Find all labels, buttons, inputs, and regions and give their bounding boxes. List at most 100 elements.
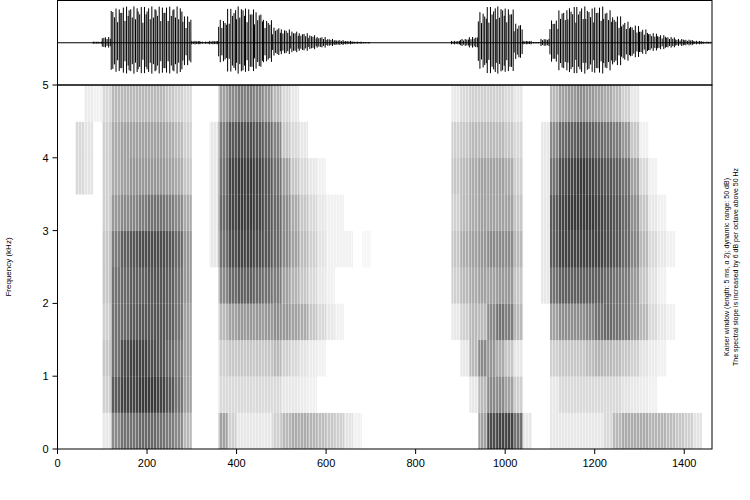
waveform-stroke bbox=[466, 40, 467, 46]
waveform-segment bbox=[138, 7, 146, 73]
waveform-stroke bbox=[562, 14, 563, 68]
waveform-stroke bbox=[304, 34, 305, 50]
waveform-stroke bbox=[347, 41, 348, 44]
waveform-stroke bbox=[241, 9, 242, 71]
y-axis-label: Frequency (kHz) bbox=[4, 237, 13, 296]
waveform-stroke bbox=[648, 34, 649, 50]
waveform-stroke bbox=[513, 9, 514, 71]
waveform-stroke bbox=[588, 12, 589, 69]
waveform-segment bbox=[684, 40, 692, 46]
waveform-stroke bbox=[702, 42, 703, 44]
waveform-stroke bbox=[248, 9, 249, 71]
waveform-stroke bbox=[348, 41, 349, 43]
waveform-segment bbox=[326, 39, 334, 46]
waveform-stroke bbox=[536, 42, 537, 43]
waveform-segment bbox=[201, 42, 209, 44]
waveform-stroke bbox=[205, 42, 206, 44]
waveform-stroke bbox=[692, 40, 693, 45]
waveform-stroke bbox=[305, 36, 306, 48]
waveform-stroke bbox=[260, 15, 261, 67]
waveform-segment bbox=[487, 7, 495, 73]
waveform-stroke bbox=[121, 13, 122, 68]
waveform-stroke bbox=[256, 12, 257, 68]
waveform-stroke bbox=[123, 8, 124, 73]
waveform-stroke bbox=[133, 6, 134, 73]
waveform-stroke bbox=[644, 35, 645, 50]
waveform-stroke bbox=[524, 42, 525, 44]
waveform-segment bbox=[478, 12, 486, 69]
waveform-segment bbox=[237, 6, 245, 73]
waveform-stroke bbox=[453, 42, 454, 44]
waveform-segment bbox=[281, 29, 289, 54]
waveform-segment bbox=[183, 16, 191, 65]
waveform-stroke bbox=[565, 20, 566, 62]
waveform-stroke bbox=[245, 9, 246, 72]
waveform-stroke bbox=[164, 13, 165, 68]
waveform-stroke bbox=[517, 29, 518, 55]
waveform-stroke bbox=[254, 24, 255, 58]
waveform-stroke bbox=[639, 32, 640, 52]
waveform-stroke bbox=[542, 40, 543, 45]
waveform-stroke bbox=[120, 13, 121, 68]
waveform-stroke bbox=[583, 19, 584, 63]
waveform-stroke bbox=[624, 23, 625, 60]
waveform-stroke bbox=[529, 41, 530, 44]
waveform-stroke bbox=[200, 42, 201, 44]
waveform-segment bbox=[648, 33, 656, 51]
waveform-stroke bbox=[366, 42, 367, 44]
waveform-stroke bbox=[590, 17, 591, 64]
waveform-stroke bbox=[705, 42, 706, 43]
waveform-stroke bbox=[675, 39, 676, 45]
waveform-stroke bbox=[623, 25, 624, 59]
waveform-stroke bbox=[334, 40, 335, 44]
waveform-stroke bbox=[694, 41, 695, 43]
waveform-stroke bbox=[356, 42, 357, 44]
waveform-segment bbox=[263, 20, 271, 62]
waveform-stroke bbox=[605, 14, 606, 68]
waveform-stroke bbox=[196, 41, 197, 43]
x-tick bbox=[415, 449, 416, 454]
waveform-stroke bbox=[124, 21, 125, 61]
spectrogram bbox=[58, 85, 713, 449]
waveform-stroke bbox=[282, 33, 283, 50]
waveform-stroke bbox=[214, 41, 215, 44]
waveform-stroke bbox=[474, 39, 475, 47]
waveform-stroke bbox=[112, 12, 113, 69]
waveform-stroke bbox=[470, 39, 471, 45]
waveform-stroke bbox=[363, 42, 364, 43]
waveform-stroke bbox=[626, 29, 627, 54]
waveform-segment bbox=[75, 42, 83, 43]
waveform-stroke bbox=[547, 40, 548, 45]
waveform-segment bbox=[541, 39, 549, 46]
waveform-segment bbox=[380, 42, 388, 43]
waveform-stroke bbox=[251, 14, 252, 66]
waveform-stroke bbox=[495, 8, 496, 72]
waveform-segment bbox=[111, 9, 119, 72]
waveform-stroke bbox=[657, 36, 658, 48]
chart: 0200400600800100012001400012345Frequency… bbox=[0, 0, 750, 500]
waveform-stroke bbox=[533, 42, 534, 43]
y-tick-label: 0 bbox=[42, 443, 48, 455]
x-tick bbox=[684, 449, 685, 454]
waveform-stroke bbox=[107, 39, 108, 46]
waveform-stroke bbox=[181, 12, 182, 70]
waveform-stroke bbox=[636, 33, 637, 52]
waveform-stroke bbox=[553, 24, 554, 59]
waveform-stroke bbox=[352, 42, 353, 44]
waveform-stroke bbox=[685, 40, 686, 45]
y-tick bbox=[53, 230, 58, 231]
waveform-stroke bbox=[690, 41, 691, 45]
waveform-stroke bbox=[198, 41, 199, 44]
waveform-segment bbox=[66, 42, 74, 43]
waveform-stroke bbox=[229, 24, 230, 59]
waveform-stroke bbox=[549, 29, 550, 54]
waveform-stroke bbox=[478, 21, 479, 60]
waveform-stroke bbox=[532, 42, 533, 44]
waveform-stroke bbox=[674, 37, 675, 47]
waveform-stroke bbox=[612, 17, 613, 64]
waveform-stroke bbox=[253, 9, 254, 71]
waveform-stroke bbox=[477, 37, 478, 47]
waveform-stroke bbox=[584, 6, 585, 73]
waveform-stroke bbox=[238, 6, 239, 73]
waveform-stroke bbox=[239, 18, 240, 65]
